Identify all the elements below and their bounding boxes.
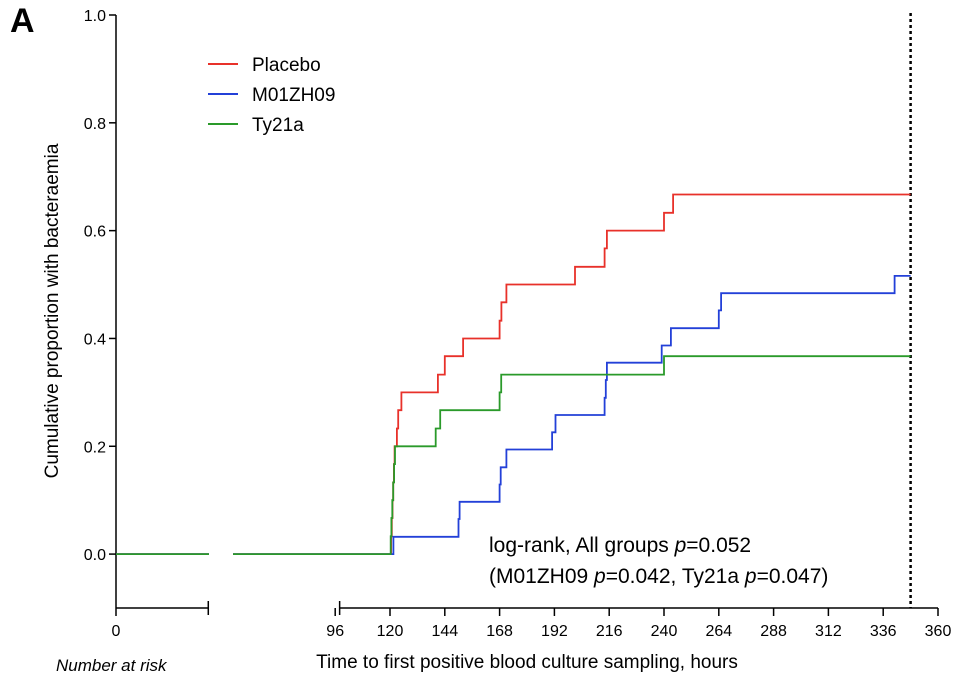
annotation-segment: p xyxy=(674,534,687,557)
y-tick-label: 1.0 xyxy=(84,8,106,25)
x-tick-label: 120 xyxy=(377,623,404,640)
legend: Placebo M01ZH09 Ty21a xyxy=(208,55,335,136)
x-tick-label: 144 xyxy=(431,623,458,640)
series-line-1 xyxy=(116,275,911,555)
x-tick-label: 360 xyxy=(925,623,952,640)
annotation-segment: log-rank, All groups xyxy=(489,534,675,557)
annotation-line: (M01ZH09 p=0.042, Ty21a p=0.047) xyxy=(489,565,828,588)
y-tick-label: 0.6 xyxy=(84,224,106,241)
annotation-line: log-rank, All groups p=0.052 xyxy=(489,534,751,557)
legend-label: Placebo xyxy=(252,55,321,76)
y-axis-title: Cumulative proportion with bacteraemia xyxy=(42,143,63,478)
legend-label: M01ZH09 xyxy=(252,85,335,106)
x-tick-label: 312 xyxy=(815,623,842,640)
x-tick-label: 264 xyxy=(705,623,732,640)
panel-label: A xyxy=(10,2,35,40)
y-tick-label: 0.8 xyxy=(84,116,106,133)
annotation-segment: p xyxy=(593,565,606,588)
annotation-segment: =0.047) xyxy=(757,565,829,588)
footer-note: Number at risk xyxy=(56,656,167,675)
annotation-segment: =0.042, Ty21a xyxy=(606,565,745,588)
y-tick-label: 0.0 xyxy=(84,547,106,564)
series-lines xyxy=(116,193,911,555)
x-tick-label: 288 xyxy=(760,623,787,640)
x-tick-label: 192 xyxy=(541,623,568,640)
x-tick-label: 96 xyxy=(326,623,344,640)
x-tick-label: 0 xyxy=(112,623,121,640)
series-line-2 xyxy=(116,355,911,555)
x-tick-label: 336 xyxy=(870,623,897,640)
y-tick-label: 0.2 xyxy=(84,439,106,456)
annotation-segment: p xyxy=(744,565,757,588)
x-tick-label: 216 xyxy=(596,623,623,640)
annotation: log-rank, All groups p=0.052(M01ZH09 p=0… xyxy=(489,534,828,588)
axes: 0.0 0.2 0.4 0.6 0.8 1.0 0 96 120 144 168 192 216 240 2… xyxy=(84,8,952,640)
legend-label: Ty21a xyxy=(252,115,304,136)
x-axis-title: Time to first positive blood culture sam… xyxy=(316,652,738,673)
x-tick-label: 168 xyxy=(486,623,513,640)
x-tick-label: 240 xyxy=(651,623,678,640)
y-tick-label: 0.4 xyxy=(84,331,106,348)
annotation-segment: =0.052 xyxy=(686,534,751,557)
annotation-segment: (M01ZH09 xyxy=(489,565,594,588)
